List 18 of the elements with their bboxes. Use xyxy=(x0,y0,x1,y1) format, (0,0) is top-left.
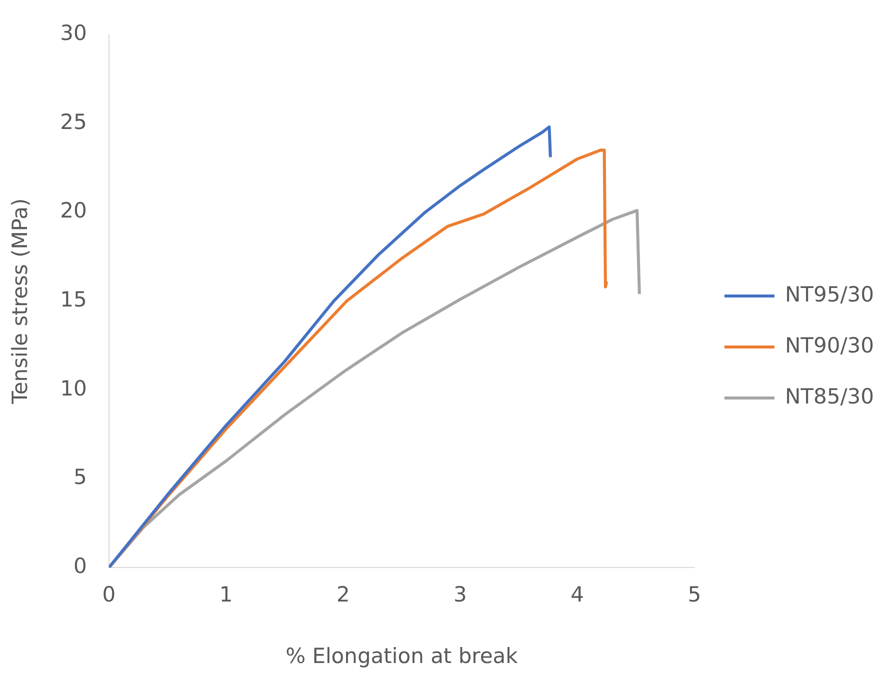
x-tick-label: 2 xyxy=(336,582,350,607)
x-axis-title: % Elongation at break xyxy=(286,644,519,668)
x-tick-label: 0 xyxy=(102,582,116,607)
y-tick-label: 15 xyxy=(60,288,87,312)
y-tick-label: 30 xyxy=(60,21,87,46)
y-tick-label: 10 xyxy=(60,376,87,400)
y-tick-label: 20 xyxy=(60,198,87,223)
x-tick-label: 4 xyxy=(570,582,584,607)
x-tick-label: 3 xyxy=(454,582,467,607)
y-axis-title: Tensile stress (MPa) xyxy=(8,198,32,405)
y-tick-label: 5 xyxy=(74,465,87,490)
legend-label: NT85/30 xyxy=(784,384,874,408)
y-tick-label: 0 xyxy=(74,554,87,578)
legend-label: NT90/30 xyxy=(784,333,874,358)
x-tick-label: 1 xyxy=(219,582,233,607)
x-tick-label: 5 xyxy=(688,582,702,607)
y-tick-label: 25 xyxy=(60,110,87,134)
legend-label: NT95/30 xyxy=(784,282,874,306)
